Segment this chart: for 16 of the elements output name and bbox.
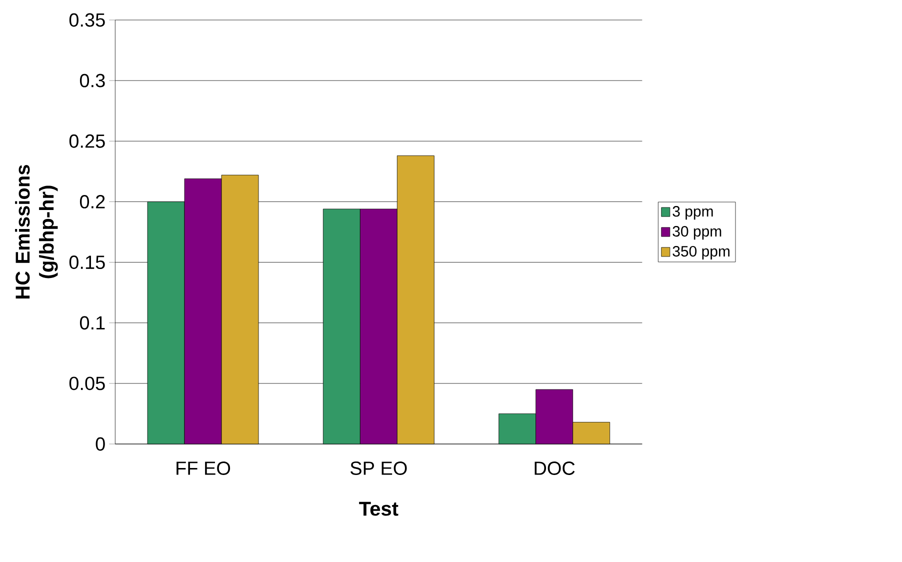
y-tick-label: 0.2 xyxy=(80,194,105,208)
legend-label: 3 ppm xyxy=(672,206,713,220)
y-tick-label: 0.35 xyxy=(69,13,105,27)
y-tick-label: 0 xyxy=(96,437,105,451)
y-tick-label: 0.25 xyxy=(69,134,105,148)
y-axis-title: HC Emissions (g/bhp-hr) xyxy=(15,165,58,298)
y-tick-label: 0.3 xyxy=(80,74,105,88)
x-tick-label: SP EO xyxy=(350,462,407,475)
legend-label: 30 ppm xyxy=(672,226,722,240)
y-tick-label: 0.05 xyxy=(69,376,105,390)
y-tick-label: 0.1 xyxy=(80,316,105,330)
x-axis-title: Test xyxy=(359,502,398,516)
x-tick-label: FF EO xyxy=(176,462,230,475)
legend-label: 350 ppm xyxy=(672,246,730,260)
x-tick-label: DOC xyxy=(534,462,575,475)
y-tick-label: 0.15 xyxy=(69,256,105,270)
